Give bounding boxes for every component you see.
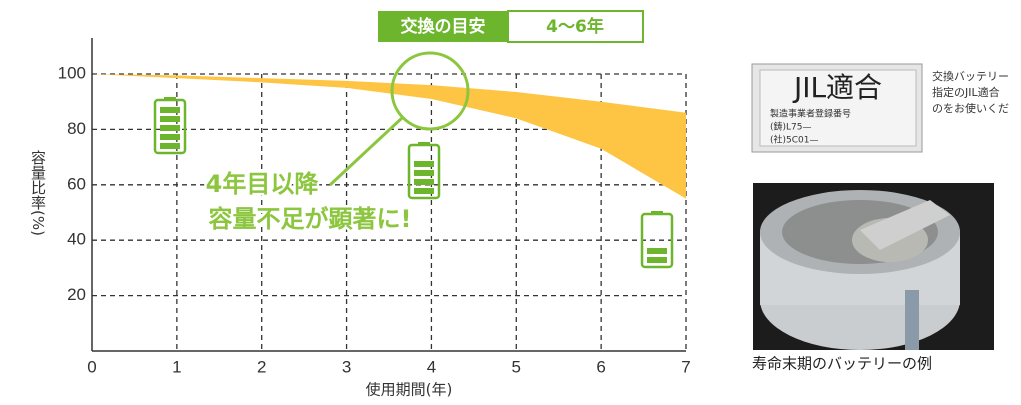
capacity-band: [92, 74, 686, 199]
x-tick-label: 1: [172, 357, 181, 376]
note-line: 指定のJIL適合: [932, 85, 1000, 99]
callout-line: [330, 118, 402, 185]
label-line: (鋳)L75—: [770, 121, 812, 133]
note-line: のをお使いくだ: [932, 102, 1009, 115]
battery-icon: [155, 97, 185, 153]
x-tick-label: 7: [681, 357, 690, 376]
x-tick-label: 0: [87, 357, 96, 376]
badge-value: 4〜6年: [546, 16, 604, 37]
x-axis-label: 使用期間(年): [366, 381, 453, 399]
label-title: JIL適合: [792, 71, 882, 104]
x-tick-label: 3: [342, 357, 351, 376]
badge-label: 交換の目安: [401, 16, 486, 37]
y-tick-label: 40: [67, 230, 86, 249]
note-line: 交換バッテリー: [932, 69, 1009, 83]
y-tick-label: 60: [67, 174, 86, 193]
x-tick-label: 5: [512, 357, 521, 376]
y-tick-label: 100: [58, 63, 86, 82]
x-tick-label: 2: [257, 357, 266, 376]
battery-icon: [642, 211, 672, 267]
photo-stripe: [905, 290, 919, 350]
label-line: 製造事業者登録番号: [770, 108, 851, 120]
y-tick-label: 80: [67, 119, 86, 138]
y-tick-label: 20: [67, 285, 86, 304]
battery-icon: [409, 142, 439, 198]
annotation: 4年目以降: [206, 170, 320, 198]
label-line: (社)5C01—: [770, 134, 819, 146]
page: 交換の目安 4〜6年 20 40 60 80 100 0 1 2 3 4 5 6 7 使用期間(年) 容量比…: [0, 0, 1021, 405]
x-tick-label: 6: [596, 357, 605, 376]
annotation: 容量不足が顕著に!: [209, 205, 412, 233]
y-axis-label: 容量比率(%): [29, 150, 47, 236]
x-tick-label: 4: [427, 357, 436, 376]
photo-caption: 寿命末期のバッテリーの例: [752, 355, 932, 373]
